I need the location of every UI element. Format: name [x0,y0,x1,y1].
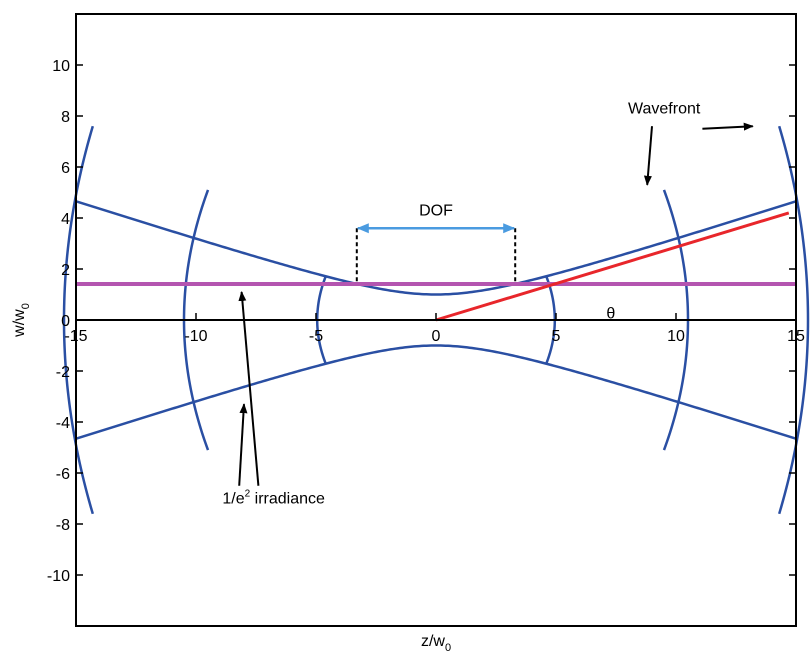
y-tick-label: -6 [56,466,70,483]
wavefront-arrow [643,126,653,186]
y-tick-label: 10 [52,58,70,75]
x-tick-label: -5 [309,328,323,345]
wavefront-arrow [702,122,754,131]
y-tick-label: 6 [61,160,70,177]
y-axis-label: w/w0 [11,303,32,338]
divergence-asymptote [435,211,790,322]
beam-envelope-upper [75,200,797,296]
x-tick-label: -10 [184,328,207,345]
y-tick-label: 2 [61,262,70,279]
y-tick-label: -8 [56,517,70,534]
plot-marks [62,122,810,515]
x-tick-label: 0 [432,328,441,345]
dof-annotation: DOF [419,202,453,219]
x-tick-label: -15 [64,328,87,345]
y-tick-label: -10 [47,568,70,585]
y-tick-label: 4 [61,211,70,228]
x-tick-label: 5 [552,328,561,345]
x-axis-label: z/w0 [421,633,451,654]
y-tick-label: -4 [56,415,70,432]
beam-envelope-lower [75,344,797,440]
wavefront-annotation: Wavefront [628,100,701,117]
axes: -15 -10 -5 0 5 10 15 -10 -8 -6 -4 -2 0 2 4 6 8 10 [47,58,805,585]
irradiance-annotation: 1/e2 irradiance [222,489,325,508]
x-tick-label: 15 [787,328,805,345]
irradiance-arrow [238,290,260,486]
theta-annotation: θ [606,306,615,323]
y-tick-label: 8 [61,109,70,126]
y-tick-label: 0 [61,313,70,330]
x-tick-label: 10 [667,328,685,345]
y-tick-label: -2 [56,364,70,381]
irradiance-arrow [238,403,248,486]
